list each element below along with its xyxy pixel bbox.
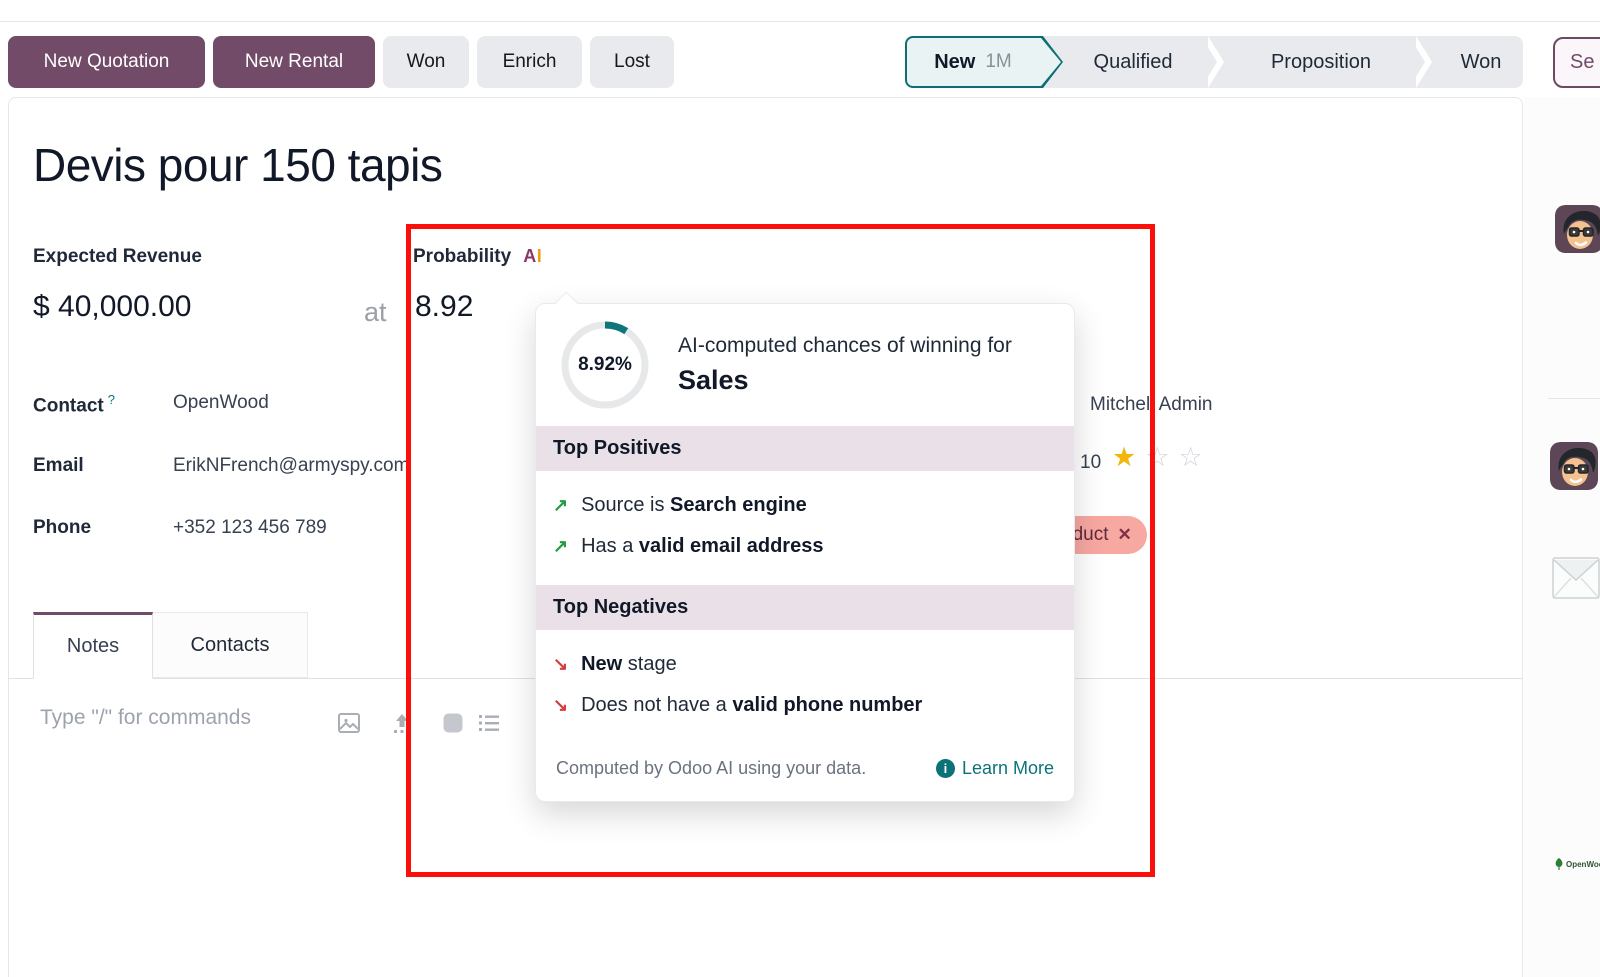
chatter-divider bbox=[1548, 398, 1600, 399]
star-empty-icon[interactable]: ☆ bbox=[1178, 442, 1203, 472]
email-value[interactable]: ErikNFrench@armyspy.com bbox=[173, 455, 410, 476]
building-block-icon[interactable] bbox=[441, 711, 465, 735]
notes-editor-placeholder[interactable]: Type "/" for commands bbox=[40, 706, 251, 729]
probability-donut-chart: 8.92% bbox=[558, 318, 652, 412]
trend-up-icon: ↗ bbox=[553, 536, 569, 556]
stage-won[interactable]: Won bbox=[1460, 50, 1502, 73]
at-label: at bbox=[364, 297, 387, 327]
star-filled-icon[interactable]: ★ bbox=[1112, 442, 1137, 472]
email-label: Email bbox=[33, 455, 84, 476]
positive-item: ↗ Source is Search engine bbox=[553, 494, 807, 516]
new-quotation-button[interactable]: New Quotation bbox=[8, 36, 205, 88]
expected-revenue-label: Expected Revenue bbox=[33, 246, 202, 267]
new-rental-button[interactable]: New Rental bbox=[213, 36, 375, 88]
mark-lost-button[interactable]: Lost bbox=[590, 36, 674, 88]
upload-icon[interactable] bbox=[390, 711, 414, 735]
expected-revenue-value[interactable]: $ 40,000.00 bbox=[33, 290, 192, 323]
sales-team-name: Sales bbox=[678, 365, 749, 395]
contact-label: Contact? bbox=[33, 392, 115, 417]
probability-value[interactable]: 8.92 bbox=[415, 290, 474, 323]
probability-label: Probability AI bbox=[413, 246, 543, 267]
expected-closing-day[interactable]: 10 bbox=[1080, 452, 1102, 473]
image-icon[interactable] bbox=[337, 711, 361, 735]
stage-pipeline: New 1M Qualified Proposition Won bbox=[905, 36, 1523, 88]
phone-value[interactable]: +352 123 456 789 bbox=[173, 517, 327, 538]
top-negatives-list: ↘ New stage ↘ Does not have a valid phon… bbox=[536, 630, 1074, 744]
list-icon[interactable] bbox=[477, 711, 501, 735]
positive-item: ↗ Has a valid email address bbox=[553, 535, 824, 557]
stage-qualified[interactable]: Qualified bbox=[1093, 50, 1173, 73]
company-logo: OpenWood bbox=[1554, 858, 1600, 870]
enrich-button[interactable]: Enrich bbox=[477, 36, 582, 88]
phone-label: Phone bbox=[33, 517, 92, 538]
popup-header: 8.92% AI-computed chances of winning for… bbox=[536, 304, 1074, 426]
ai-badge-icon: AI bbox=[523, 246, 543, 266]
top-positives-list: ↗ Source is Search engine ↗ Has a valid … bbox=[536, 471, 1074, 585]
priority-stars[interactable]: ★ ☆ ☆ bbox=[1112, 442, 1203, 473]
help-icon: ? bbox=[107, 392, 115, 407]
top-positives-header: Top Positives bbox=[536, 426, 1074, 471]
trend-up-icon: ↗ bbox=[553, 495, 569, 515]
trend-down-icon: ↘ bbox=[553, 654, 569, 674]
stage-proposition[interactable]: Proposition bbox=[1270, 50, 1372, 73]
avatar bbox=[1550, 442, 1598, 490]
stage-new-label: New bbox=[934, 50, 976, 73]
lead-title[interactable]: Devis pour 150 tapis bbox=[33, 139, 443, 191]
ai-probability-popup: 8.92% AI-computed chances of winning for… bbox=[535, 291, 1075, 802]
popup-footer-text: Computed by Odoo AI using your data. bbox=[556, 758, 867, 778]
probability-percent: 8.92% bbox=[578, 354, 632, 375]
top-divider bbox=[0, 21, 1600, 22]
tab-notes[interactable]: Notes bbox=[33, 612, 153, 679]
send-message-button[interactable]: Se bbox=[1553, 37, 1600, 88]
salesperson-value[interactable]: Mitchell Admin bbox=[1090, 394, 1213, 415]
negative-item: ↘ Does not have a valid phone number bbox=[553, 694, 923, 716]
top-negatives-header: Top Negatives bbox=[536, 585, 1074, 630]
info-icon: i bbox=[935, 759, 955, 778]
trend-down-icon: ↘ bbox=[553, 695, 569, 715]
avatar bbox=[1555, 205, 1600, 253]
learn-more-link[interactable]: i Learn More bbox=[935, 758, 1054, 779]
star-empty-icon[interactable]: ☆ bbox=[1145, 442, 1170, 472]
envelope-icon bbox=[1552, 557, 1600, 599]
stage-new-badge: 1M bbox=[985, 51, 1012, 72]
popup-heading: AI-computed chances of winning for bbox=[678, 334, 1012, 357]
negative-item: ↘ New stage bbox=[553, 653, 677, 675]
chevron-separator-icon bbox=[1201, 36, 1231, 88]
tag-remove-icon[interactable]: ✕ bbox=[1117, 525, 1132, 544]
tab-contacts[interactable]: Contacts bbox=[153, 612, 308, 678]
stage-new[interactable]: New 1M bbox=[905, 36, 1063, 88]
chevron-separator-icon bbox=[1409, 36, 1439, 88]
contact-value[interactable]: OpenWood bbox=[173, 392, 269, 413]
mark-won-button[interactable]: Won bbox=[383, 36, 469, 88]
